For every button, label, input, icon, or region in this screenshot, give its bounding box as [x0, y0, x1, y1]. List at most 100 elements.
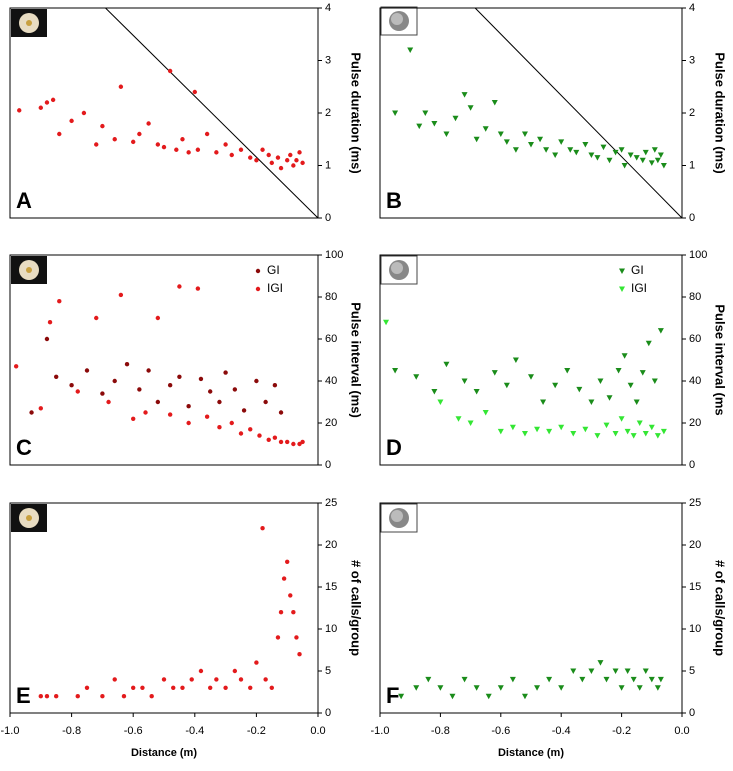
data-point — [180, 685, 185, 690]
data-point — [485, 693, 492, 700]
reference-line — [105, 7, 319, 219]
plot-frame — [9, 254, 319, 466]
data-point — [657, 152, 664, 158]
data-point — [449, 693, 456, 700]
data-point — [44, 100, 50, 105]
data-point — [582, 426, 589, 433]
data-point — [570, 431, 577, 437]
x-tick-label: 0.0 — [674, 725, 689, 737]
data-point — [291, 441, 296, 447]
data-point — [263, 677, 268, 682]
data-point — [260, 147, 265, 152]
data-point — [654, 433, 661, 439]
data-point — [195, 147, 201, 152]
data-point — [642, 668, 649, 674]
data-point — [452, 115, 459, 122]
data-point — [431, 121, 438, 127]
data-point — [131, 416, 136, 421]
data-point — [192, 89, 197, 95]
icon — [11, 504, 47, 532]
data-point — [473, 685, 480, 691]
legend-label: GI — [631, 263, 644, 277]
reference-line — [474, 7, 683, 219]
panel-label: A — [16, 188, 32, 213]
y-tick-label: 15 — [325, 581, 337, 593]
data-point — [657, 676, 664, 683]
y-tick-label: 60 — [689, 333, 701, 345]
data-point — [618, 685, 625, 691]
data-point — [285, 158, 290, 163]
data-point — [648, 676, 655, 683]
data-point — [636, 685, 643, 691]
data-point — [254, 660, 259, 665]
plot-frame — [9, 502, 319, 714]
data-point — [588, 399, 595, 405]
data-point — [269, 685, 274, 690]
data-point — [612, 668, 619, 674]
data-point — [69, 118, 74, 124]
data-point — [94, 142, 99, 147]
legend-marker — [255, 268, 261, 274]
data-point — [248, 685, 253, 690]
y-tick-label: 100 — [325, 249, 343, 261]
icon — [11, 9, 47, 37]
data-point — [564, 368, 571, 374]
data-point — [392, 368, 399, 374]
y-tick-label: 40 — [325, 375, 337, 387]
data-point — [260, 526, 265, 531]
data-point — [461, 92, 468, 98]
y-axis-label: Pulse interval (ms) — [349, 302, 364, 418]
data-point — [473, 136, 480, 143]
data-point — [642, 431, 649, 437]
data-point — [278, 610, 284, 615]
data-point — [217, 399, 222, 405]
y-tick-label: 10 — [689, 623, 701, 635]
data-point — [174, 147, 179, 152]
y-tick-label: 4 — [689, 2, 695, 14]
data-point — [94, 315, 99, 321]
x-tick-label: -0.8 — [431, 725, 450, 737]
data-point — [570, 668, 577, 674]
panel-label: E — [16, 683, 31, 708]
icon — [380, 6, 418, 36]
y-tick-label: 0 — [325, 212, 331, 224]
data-point — [597, 660, 604, 666]
data-point — [254, 158, 259, 163]
data-point — [177, 374, 182, 379]
data-point — [491, 370, 498, 376]
data-point — [443, 361, 450, 368]
data-point — [155, 399, 161, 405]
x-tick-label: -0.2 — [247, 725, 266, 737]
data-point — [588, 668, 595, 674]
data-point — [44, 694, 50, 699]
y-tick-label: 3 — [325, 54, 331, 66]
data-point — [131, 685, 136, 690]
data-point — [297, 652, 302, 657]
data-point — [100, 391, 105, 396]
data-point — [257, 433, 262, 438]
data-point — [263, 399, 268, 405]
data-point — [612, 149, 619, 156]
data-point — [482, 126, 489, 132]
data-point — [603, 676, 610, 683]
data-point — [482, 410, 489, 416]
data-point — [186, 404, 191, 409]
data-point — [167, 412, 173, 417]
data-point — [512, 147, 519, 153]
data-point — [297, 441, 302, 447]
data-point — [75, 389, 80, 394]
data-point — [38, 694, 43, 699]
data-point — [521, 693, 528, 700]
data-point — [455, 416, 462, 422]
data-point — [552, 382, 559, 389]
data-point — [223, 142, 228, 147]
data-point — [521, 431, 528, 437]
data-point — [84, 685, 90, 690]
data-point — [47, 320, 53, 325]
data-point — [285, 559, 290, 564]
y-tick-label: 2 — [689, 107, 695, 119]
y-tick-label: 0 — [689, 212, 695, 224]
data-point — [17, 108, 22, 113]
data-point — [54, 694, 59, 699]
data-point — [407, 47, 414, 53]
